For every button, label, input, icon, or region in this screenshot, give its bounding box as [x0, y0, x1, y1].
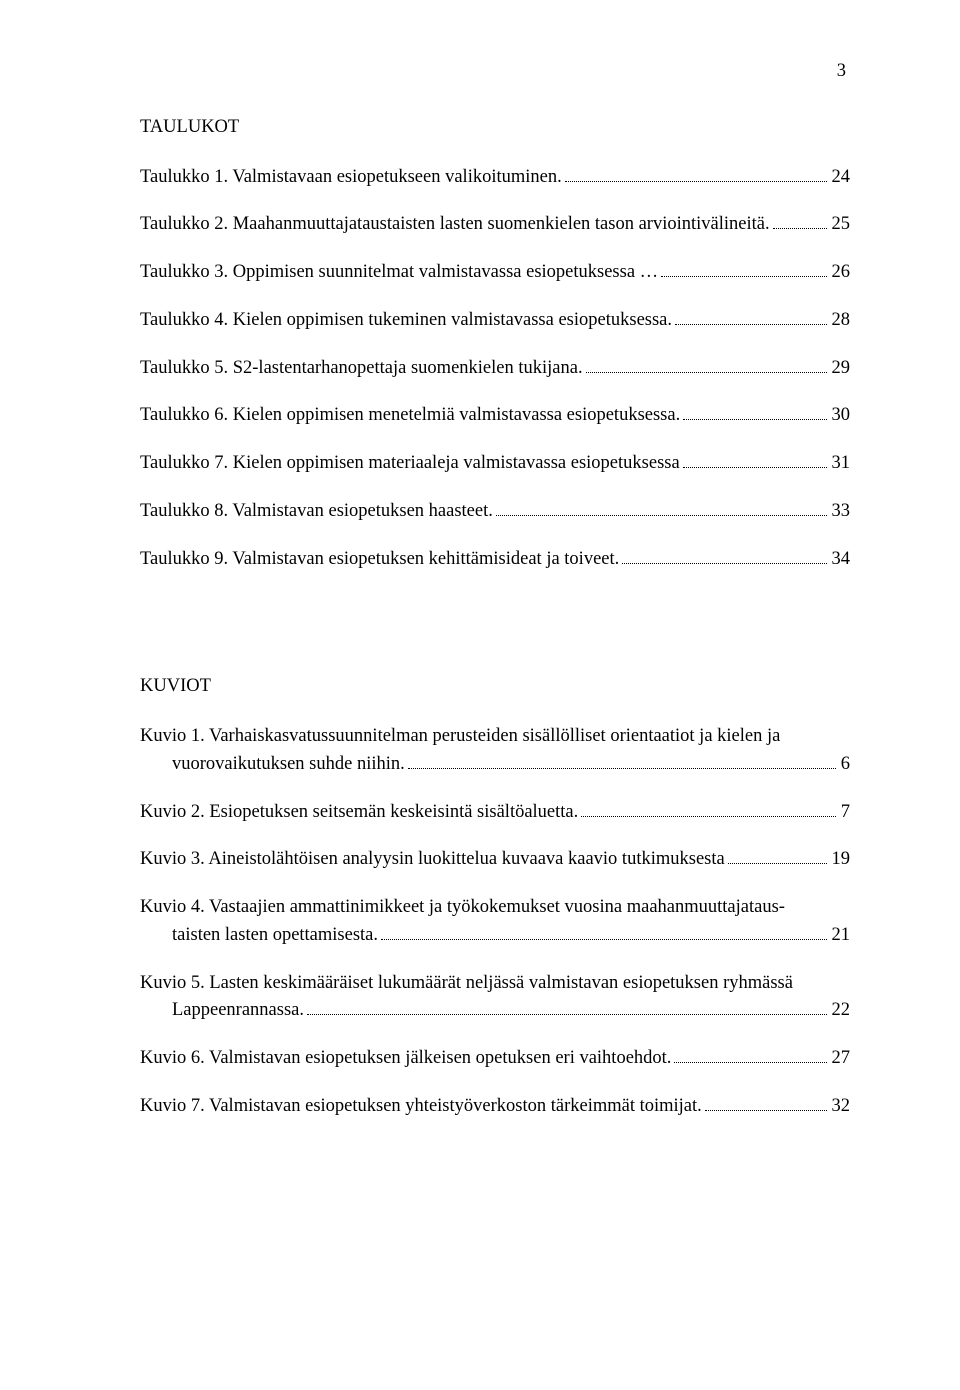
page-number: 3 — [140, 58, 850, 86]
taulukot-heading: TAULUKOT — [140, 114, 850, 142]
toc-entry: Kuvio 1. Varhaiskasvatussuunnitelman per… — [140, 723, 850, 779]
toc-leader — [773, 213, 827, 230]
toc-entry: Taulukko 4. Kielen oppimisen tukeminen v… — [140, 307, 850, 335]
toc-entry: Taulukko 7. Kielen oppimisen materiaalej… — [140, 450, 850, 478]
toc-entry: Taulukko 3. Oppimisen suunnitelmat valmi… — [140, 259, 850, 287]
toc-leader — [675, 308, 826, 325]
toc-label: Kuvio 7. Valmistavan esiopetuksen yhteis… — [140, 1093, 702, 1121]
toc-leader — [661, 260, 826, 277]
toc-entry: Taulukko 9. Valmistavan esiopetuksen keh… — [140, 546, 850, 574]
toc-page: 30 — [830, 402, 851, 430]
toc-label-line1: Kuvio 1. Varhaiskasvatussuunnitelman per… — [140, 723, 850, 751]
toc-label: Taulukko 1. Valmistavaan esiopetukseen v… — [140, 164, 562, 192]
toc-label: Taulukko 4. Kielen oppimisen tukeminen v… — [140, 307, 672, 335]
toc-label: Kuvio 3. Aineistolähtöisen analyysin luo… — [140, 846, 725, 874]
toc-leader — [705, 1094, 827, 1111]
toc-entry: Kuvio 3. Aineistolähtöisen analyysin luo… — [140, 846, 850, 874]
toc-page: 22 — [830, 997, 851, 1025]
toc-entry: Kuvio 4. Vastaajien ammattinimikkeet ja … — [140, 894, 850, 950]
toc-page: 21 — [830, 922, 851, 950]
toc-entry: Taulukko 6. Kielen oppimisen menetelmiä … — [140, 402, 850, 430]
toc-label-line2: taisten lasten opettamisesta. — [172, 922, 378, 950]
toc-label-line2: vuorovaikutuksen suhde niihin. — [172, 751, 405, 779]
toc-page: 19 — [830, 846, 851, 874]
toc-label: Taulukko 3. Oppimisen suunnitelmat valmi… — [140, 259, 658, 287]
toc-label: Kuvio 6. Valmistavan esiopetuksen jälkei… — [140, 1045, 671, 1073]
toc-label: Taulukko 7. Kielen oppimisen materiaalej… — [140, 450, 680, 478]
toc-entry: Kuvio 5. Lasten keskimääräiset lukumäärä… — [140, 970, 850, 1026]
toc-page: 28 — [830, 307, 851, 335]
toc-leader — [683, 404, 826, 421]
toc-label-line1: Kuvio 4. Vastaajien ammattinimikkeet ja … — [140, 894, 850, 922]
kuviot-heading: KUVIOT — [140, 673, 850, 701]
toc-label: Taulukko 6. Kielen oppimisen menetelmiä … — [140, 402, 680, 430]
toc-entry: Kuvio 2. Esiopetuksen seitsemän keskeisi… — [140, 799, 850, 827]
toc-label: Taulukko 9. Valmistavan esiopetuksen keh… — [140, 546, 619, 574]
toc-leader — [674, 1046, 826, 1063]
toc-page: 32 — [830, 1093, 851, 1121]
toc-entry: Taulukko 8. Valmistavan esiopetuksen haa… — [140, 498, 850, 526]
toc-page: 27 — [830, 1045, 851, 1073]
toc-page: 31 — [830, 450, 851, 478]
toc-label-line2: Lappeenrannassa. — [172, 997, 304, 1025]
toc-leader — [581, 800, 835, 817]
toc-leader — [307, 999, 826, 1016]
toc-entry: Kuvio 7. Valmistavan esiopetuksen yhteis… — [140, 1093, 850, 1121]
toc-page: 26 — [830, 259, 851, 287]
toc-label-line1: Kuvio 5. Lasten keskimääräiset lukumäärä… — [140, 970, 850, 998]
toc-entry: Kuvio 6. Valmistavan esiopetuksen jälkei… — [140, 1045, 850, 1073]
toc-page: 29 — [830, 355, 851, 383]
toc-label: Taulukko 8. Valmistavan esiopetuksen haa… — [140, 498, 493, 526]
toc-entry: Taulukko 1. Valmistavaan esiopetukseen v… — [140, 164, 850, 192]
toc-leader — [683, 451, 827, 468]
toc-leader — [622, 547, 826, 564]
toc-entry: Taulukko 5. S2-lastentarhanopettaja suom… — [140, 355, 850, 383]
toc-page: 6 — [839, 751, 850, 779]
toc-page: 24 — [830, 164, 851, 192]
toc-leader — [565, 165, 827, 182]
toc-page: 34 — [830, 546, 851, 574]
toc-leader — [728, 848, 827, 865]
toc-leader — [496, 499, 827, 516]
toc-label: Taulukko 5. S2-lastentarhanopettaja suom… — [140, 355, 583, 383]
toc-leader — [381, 923, 826, 940]
toc-page: 33 — [830, 498, 851, 526]
toc-label: Kuvio 2. Esiopetuksen seitsemän keskeisi… — [140, 799, 578, 827]
toc-entry: Taulukko 2. Maahanmuuttajataustaisten la… — [140, 211, 850, 239]
toc-page: 25 — [830, 211, 851, 239]
toc-page: 7 — [839, 799, 850, 827]
toc-leader — [408, 752, 836, 769]
toc-leader — [586, 356, 827, 373]
toc-label: Taulukko 2. Maahanmuuttajataustaisten la… — [140, 211, 770, 239]
